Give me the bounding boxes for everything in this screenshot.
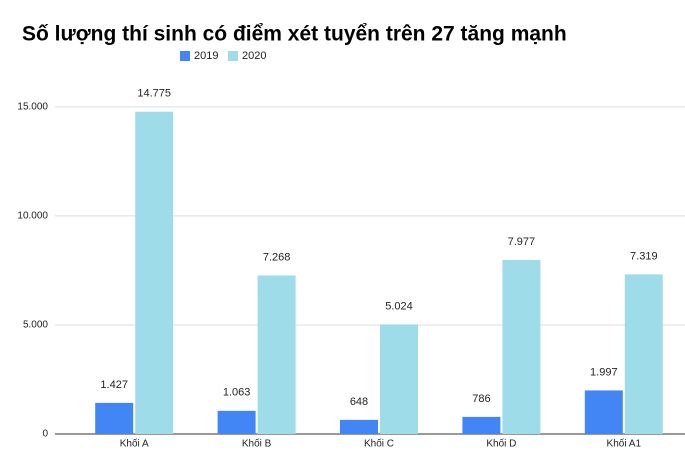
legend-label: 2019 [194,50,218,62]
value-label: 7.319 [630,250,658,262]
value-label: 648 [350,396,368,408]
legend-swatch [228,51,238,61]
x-tick-label: Khối D [486,438,516,450]
value-label: 7.977 [508,236,536,248]
bar [340,419,378,434]
value-label: 1.063 [223,387,251,399]
value-label: 5.024 [385,300,413,312]
value-label: 1.427 [100,379,128,391]
value-label: 14.775 [137,88,171,100]
y-tick-label: 0 [42,429,48,440]
bar [462,416,501,434]
x-tick-label: Khối B [242,438,272,450]
y-tick-label: 15.000 [17,101,48,112]
bar [502,260,541,434]
chart-title: Số lượng thí sinh có điểm xét tuyển trên… [22,23,567,46]
legend-swatch [180,51,190,61]
x-tick-label: Khối A [120,438,149,450]
value-label: 786 [472,393,490,405]
value-label: 7.268 [263,251,291,263]
x-tick-label: Khối C [364,438,394,450]
bar [135,111,174,435]
y-tick-label: 10.000 [17,211,48,222]
value-label: 1.997 [590,366,618,378]
x-tick-label: Khối A1 [607,438,642,450]
bar [380,324,418,434]
bar [217,410,256,434]
legend-label: 2020 [242,50,266,62]
bar [257,275,296,434]
bar [584,390,623,434]
bar [95,402,134,434]
bar [624,274,663,434]
y-tick-label: 5.000 [23,320,48,331]
